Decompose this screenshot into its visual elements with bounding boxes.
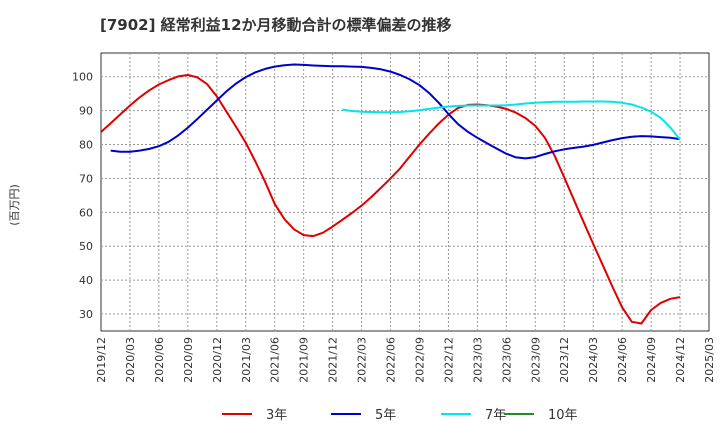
y-tick-label: 70 (79, 172, 93, 185)
x-tick-label: 2023/06 (500, 337, 513, 383)
x-tick-label: 2023/12 (558, 337, 571, 383)
x-tick-label: 2020/09 (182, 337, 195, 383)
y-tick-label: 50 (79, 240, 93, 253)
y-axis-label: (百万円) (8, 184, 21, 226)
series-line-3 (342, 100, 681, 141)
y-tick-label: 100 (72, 71, 93, 84)
x-tick-label: 2021/03 (240, 337, 253, 383)
x-tick-label: 2022/06 (385, 337, 398, 383)
x-axis-ticks: 2019/12 2020/03 2020/06 2020/09 2020/12 2021/… (95, 337, 716, 383)
y-tick-label: 30 (79, 308, 93, 321)
x-tick-label: 2022/03 (356, 337, 369, 383)
x-tick-label: 2024/09 (645, 337, 658, 383)
x-tick-label: 2020/03 (124, 337, 137, 383)
x-tick-label: 2020/06 (153, 337, 166, 383)
x-tick-label: 2020/12 (211, 337, 224, 383)
x-tick-label: 2024/06 (616, 337, 629, 383)
x-tick-label: 2021/06 (269, 337, 282, 383)
plot-area (100, 52, 710, 332)
series-line-2 (110, 63, 681, 160)
chart-title: [7902] 経常利益12か月移動合計の標準偏差の推移 (100, 16, 452, 34)
legend-label-1: 3年 (266, 408, 287, 423)
x-tick-label: 2021/12 (327, 337, 340, 383)
x-tick-label: 2023/09 (529, 337, 542, 383)
series-line-1 (100, 74, 681, 325)
y-tick-label: 90 (79, 105, 93, 118)
x-tick-label: 2025/03 (703, 337, 716, 383)
series-lines (100, 63, 681, 325)
legend-label-4: 10年 (548, 408, 578, 423)
x-tick-label: 2024/12 (674, 337, 687, 383)
x-tick-label: 2019/12 (95, 337, 108, 383)
y-tick-label: 80 (79, 139, 93, 152)
legend: 3年 5年 7年 10年 (222, 408, 578, 423)
y-axis-ticks: 30 40 50 60 70 80 90 100 (72, 71, 93, 321)
y-tick-label: 60 (79, 206, 93, 219)
x-tick-label: 2022/09 (413, 337, 426, 383)
x-tick-label: 2024/03 (587, 337, 600, 383)
legend-label-3: 7年 (485, 408, 506, 423)
y-tick-label: 40 (79, 274, 93, 287)
x-tick-label: 2023/03 (471, 337, 484, 383)
x-tick-label: 2021/09 (298, 337, 311, 383)
legend-label-2: 5年 (375, 408, 396, 423)
x-tick-label: 2022/12 (442, 337, 455, 383)
